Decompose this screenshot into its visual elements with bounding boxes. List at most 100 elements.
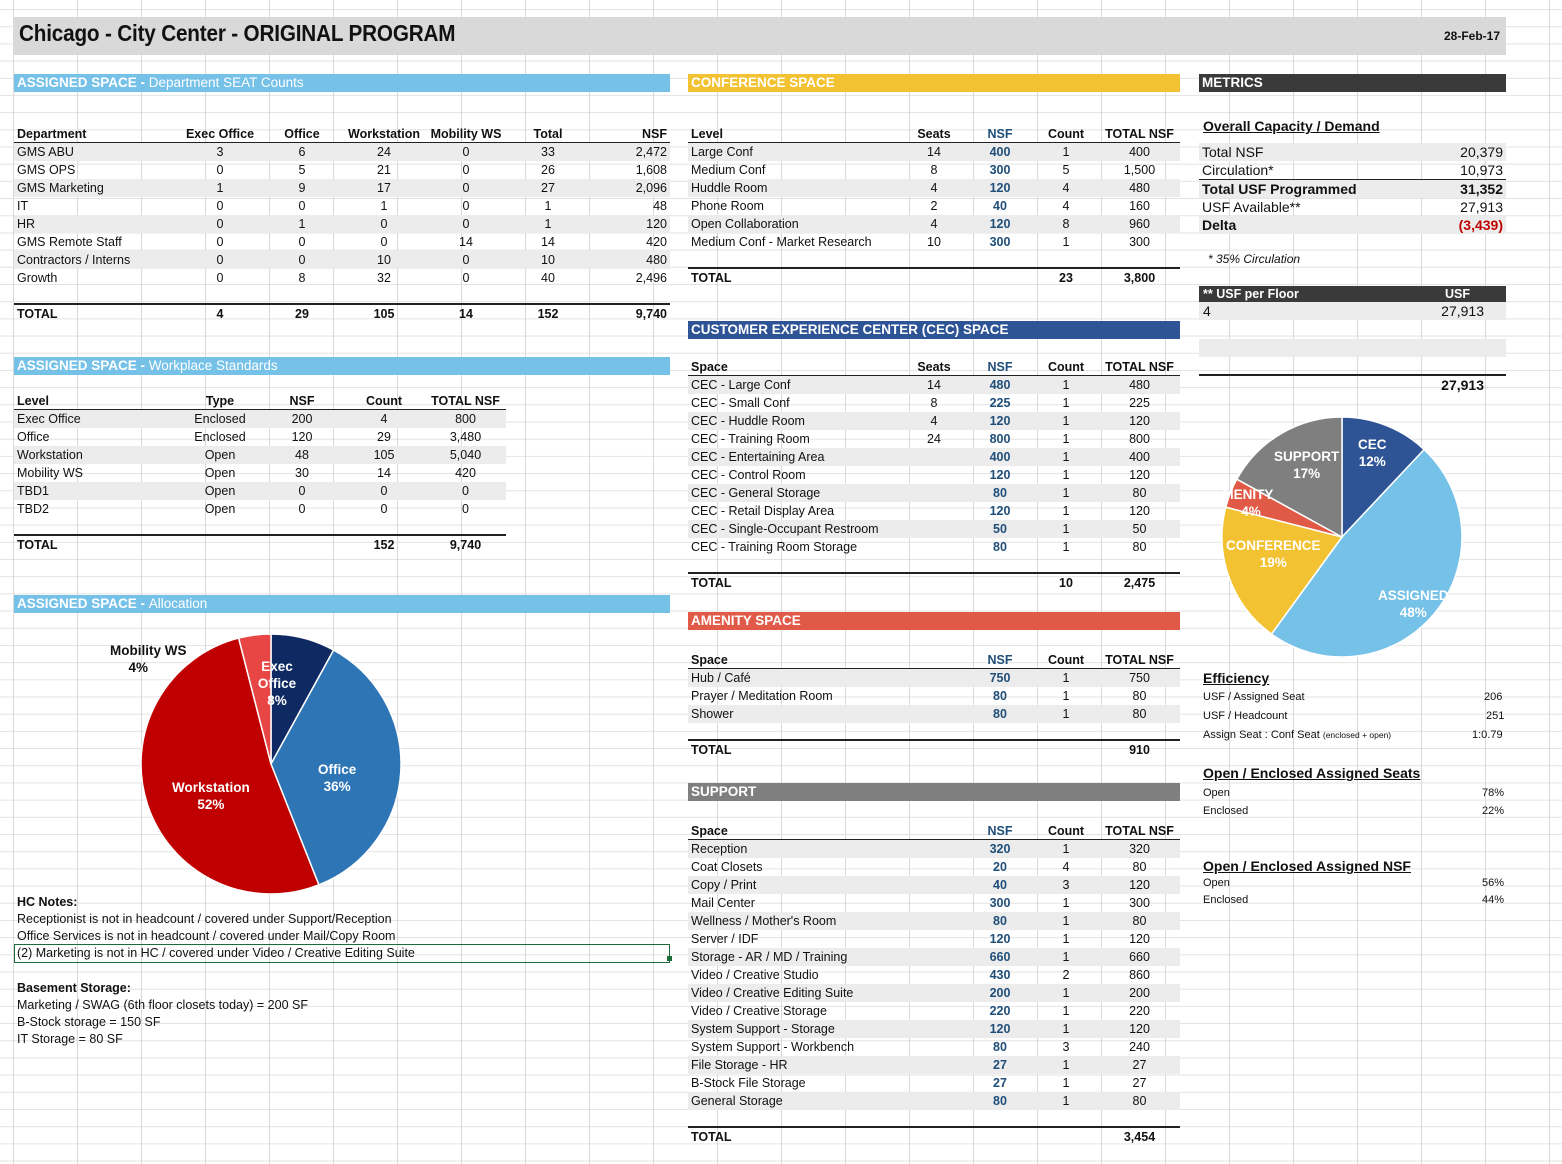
total-cell [967, 1126, 1033, 1146]
column-header: Level [14, 392, 179, 410]
table-cell: HR [14, 215, 179, 233]
spacer-cell [688, 251, 901, 268]
table-row: B-Stock File Storage 27 1 27 [688, 1074, 1180, 1092]
amenity-bar: AMENITY SPACE [688, 612, 1180, 630]
table-cell: 3 [1033, 876, 1099, 894]
column-header: TOTAL NSF [1099, 125, 1180, 143]
spacer-cell [589, 287, 670, 304]
spacer-cell [1033, 251, 1099, 268]
table-cell: GMS Marketing [14, 179, 179, 197]
column-header: Space [688, 822, 967, 840]
table-cell: CEC - Retail Display Area [691, 503, 835, 518]
table-cell: 120 [967, 1020, 1033, 1038]
table-cell: 800 [989, 431, 1011, 446]
table-cell: 40 [967, 876, 1033, 894]
total-cell: 10 [1033, 572, 1099, 592]
table-cell: CEC - Training Room [691, 431, 810, 446]
conference-table: Level Seats NSF Count TOTAL NSF Large Conf 14 4… [688, 125, 1180, 287]
table-cell: 80 [993, 1039, 1007, 1054]
table-cell: 27 [1132, 1075, 1147, 1090]
spacer-cell [1099, 556, 1180, 573]
fill-handle[interactable] [667, 956, 672, 961]
table-cell: Medium Conf - Market Research [691, 234, 872, 249]
total-cell: TOTAL [688, 739, 967, 759]
office-pct: 36% [323, 779, 351, 794]
workplace-bar: ASSIGNED SPACE - Workplace Standards [14, 357, 670, 375]
table-row: CEC - Training Room Storage 80 1 80 [688, 538, 1180, 556]
table-cell: 200 [261, 409, 343, 428]
table-cell [901, 520, 967, 538]
table-cell: 0 [425, 482, 506, 500]
mobility-pct: 4% [128, 660, 148, 675]
support-pie-label: SUPPORT 17% [1274, 448, 1339, 482]
capacity-table: Total NSF 20,379 Circulation* 10,973 Total U… [1199, 143, 1506, 234]
table-cell: Growth [17, 270, 58, 285]
table-cell: 5 [298, 162, 306, 177]
spacer-cell [967, 723, 1033, 740]
bar-subtitle: Department SEAT Counts [148, 75, 304, 90]
seats-label: Open [1203, 787, 1230, 799]
table-cell: 1 [380, 198, 388, 213]
table-cell [901, 466, 967, 484]
capacity-row: Total USF Programmed 31,352 [1199, 179, 1506, 198]
table-cell: 480 [589, 251, 670, 269]
basement-note: B-Stock storage = 150 SF [17, 1015, 161, 1029]
total-cell: TOTAL [14, 303, 179, 323]
table-cell: 4 [1033, 179, 1099, 197]
table-cell: 14 [459, 234, 473, 249]
table-cell: 80 [1132, 539, 1147, 554]
spacer-cell [967, 251, 1033, 268]
table-row: Growth 0 8 32 0 40 2,496 [14, 269, 670, 287]
pie-slice-conference [1221, 506, 1344, 636]
table-row: Workstation Open 48 105 5,040 [14, 446, 506, 464]
table-cell: 26 [541, 162, 555, 177]
spacer-cell [425, 518, 506, 535]
total-cell [967, 267, 1033, 287]
table-cell: 480 [967, 375, 1033, 394]
table-row: Exec Office Enclosed 200 4 800 [14, 409, 506, 428]
table-row: Hub / Café 750 1 750 [688, 668, 1180, 687]
table-cell: 0 [298, 234, 306, 249]
table-cell: 48 [261, 446, 343, 464]
cec-bar: CUSTOMER EXPERIENCE CENTER (CEC) SPACE [688, 321, 1180, 339]
usf-blank-row [1199, 339, 1506, 357]
table-cell: 80 [993, 688, 1007, 703]
table-cell: 0 [462, 501, 469, 516]
table-cell: 5,040 [425, 446, 506, 464]
column-header: TOTAL NSF [1099, 822, 1180, 840]
table-cell: 0 [179, 215, 261, 233]
table-row: GMS Marketing 1 9 17 0 27 2,096 [14, 179, 670, 197]
table-cell: 1 [261, 215, 343, 233]
seats-title: Open / Enclosed Assigned Seats [1203, 765, 1421, 781]
nsf-label: Enclosed [1203, 894, 1249, 906]
table-row: Huddle Room 4 120 4 480 [688, 179, 1180, 197]
hc-notes-title: HC Notes: [17, 895, 78, 909]
table-row: Coat Closets 20 4 80 [688, 858, 1180, 876]
capacity-label: Total NSF [1199, 143, 1399, 161]
table-cell: Video / Creative Studio [691, 967, 819, 982]
spacer-cell [1033, 723, 1099, 740]
table-cell: 960 [1099, 215, 1180, 233]
table-cell: 1 [1062, 931, 1070, 946]
total-cell: TOTAL [688, 1126, 967, 1146]
table-cell: 0 [298, 198, 306, 213]
table-cell: Copy / Print [688, 876, 967, 894]
table-cell: 0 [380, 234, 388, 249]
spacer-cell [967, 556, 1033, 573]
table-cell: 2,472 [589, 142, 670, 161]
column-header: NSF [261, 392, 343, 410]
column-header: TOTAL NSF [1099, 358, 1180, 376]
hc-note-selected-cell[interactable]: (2) Marketing is not in HC / covered und… [14, 944, 670, 963]
table-cell: IT [17, 198, 29, 213]
office-label: Office 36% [318, 761, 356, 795]
table-cell: 300 [989, 895, 1011, 910]
spacer-cell [1099, 723, 1180, 740]
column-header: NSF [967, 651, 1033, 669]
capacity-row: Circulation* 10,973 [1199, 161, 1506, 180]
spacer-cell [343, 287, 425, 304]
table-cell: 120 [589, 215, 670, 233]
capacity-label: USF Available** [1202, 198, 1301, 215]
table-cell: General Storage [688, 1092, 967, 1110]
table-cell: Phone Room [691, 198, 764, 213]
hc-note: Office Services is not in headcount / co… [17, 929, 396, 943]
